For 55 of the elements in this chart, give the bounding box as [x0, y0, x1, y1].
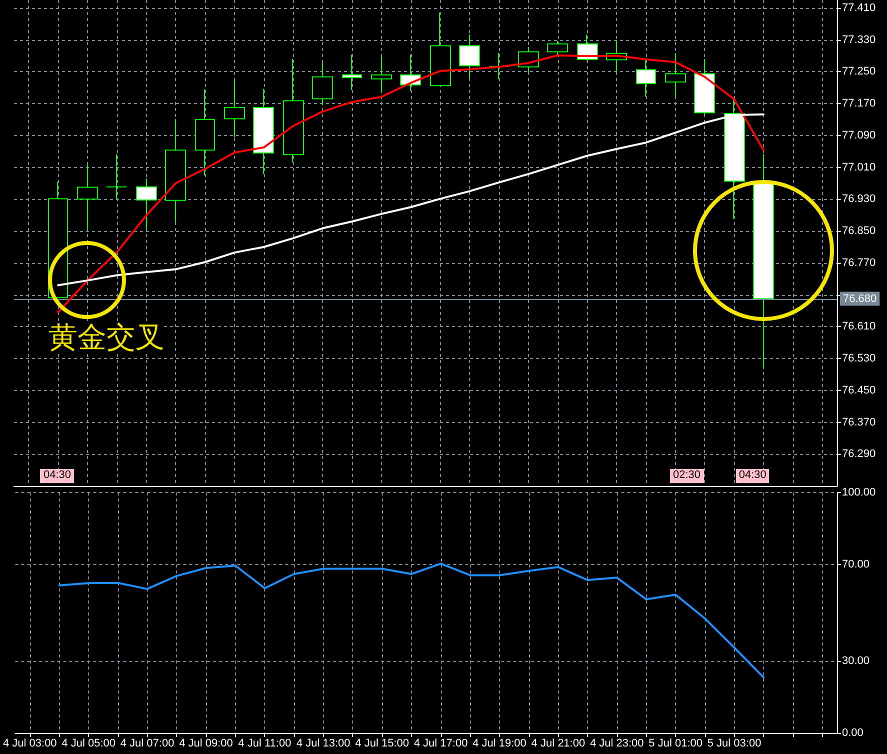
x-tick-label: 4 Jul 03:00: [2, 738, 57, 750]
y-tick-label: 77.170: [842, 98, 876, 110]
annotation: 黄金交叉: [48, 322, 164, 354]
candlestick: [77, 164, 98, 230]
x-tick-label: 4 Jul 09:00: [179, 738, 233, 750]
y-tick-label: 77.410: [842, 2, 876, 14]
candlestick: [106, 154, 127, 200]
candlestick: [283, 58, 304, 164]
candlestick: [459, 34, 480, 79]
annotation: 04:30: [40, 469, 74, 483]
line-series: [57, 54, 765, 314]
x-tick-label: 4 Jul 21:00: [531, 738, 586, 750]
y-tick-label: 76.770: [842, 256, 876, 269]
y-tick-label: 76.610: [842, 320, 876, 333]
line-series: [58, 562, 765, 678]
candlestick: [371, 56, 392, 93]
y-tick-label: 77.010: [842, 161, 876, 174]
candlestick: [224, 80, 245, 138]
candlestick: [195, 88, 215, 176]
candlestick: [312, 62, 333, 106]
x-tick-label: 4 Jul 07:00: [120, 738, 174, 750]
y-tick-label: 76.370: [842, 416, 876, 428]
y-tick-label: 70.00: [842, 558, 870, 571]
y-tick-label: 30.00: [842, 654, 870, 667]
y-tick-label: 77.330: [842, 34, 876, 46]
candlestick: [694, 58, 715, 116]
y-tick-label: 76.530: [842, 352, 876, 365]
y-tick-label: 0.00: [842, 727, 864, 739]
x-tick-label: 5 Jul 03:00: [707, 738, 762, 750]
x-tick-label: 4 Jul 17:00: [414, 738, 468, 750]
y-tick-label: 77.250: [842, 66, 876, 78]
x-tick-label: 4 Jul 23:00: [590, 738, 644, 750]
candlestick: [136, 178, 157, 230]
x-tick-label: 4 Jul 11:00: [238, 738, 292, 750]
y-tick-label: 77.090: [842, 129, 876, 142]
x-tick-label: 4 Jul 13:00: [296, 738, 350, 750]
candlestick: [253, 88, 274, 175]
x-tick-label: 4 Jul 15:00: [355, 738, 409, 750]
candlestick: [547, 40, 568, 56]
x-tick-label: 5 Jul 01:00: [648, 738, 702, 750]
annotation: 04:30: [736, 469, 770, 483]
candlestick: [636, 58, 656, 98]
x-tick-label: 4 Jul 05:00: [62, 738, 116, 750]
candlestick: [665, 52, 686, 98]
y-tick-label: 76.930: [842, 193, 876, 206]
ref-line-label: 76.680: [843, 292, 877, 305]
y-tick-label: 100.00: [842, 486, 876, 498]
y-tick-label: 76.850: [842, 225, 876, 238]
candlestick: [342, 54, 362, 91]
candlestick: [430, 12, 451, 86]
annotation: 02:30: [670, 469, 704, 483]
candlestick: [165, 118, 186, 223]
x-tick-label: 4 Jul 19:00: [472, 738, 526, 750]
y-tick-label: 76.290: [842, 448, 876, 460]
y-tick-label: 76.450: [842, 384, 876, 396]
